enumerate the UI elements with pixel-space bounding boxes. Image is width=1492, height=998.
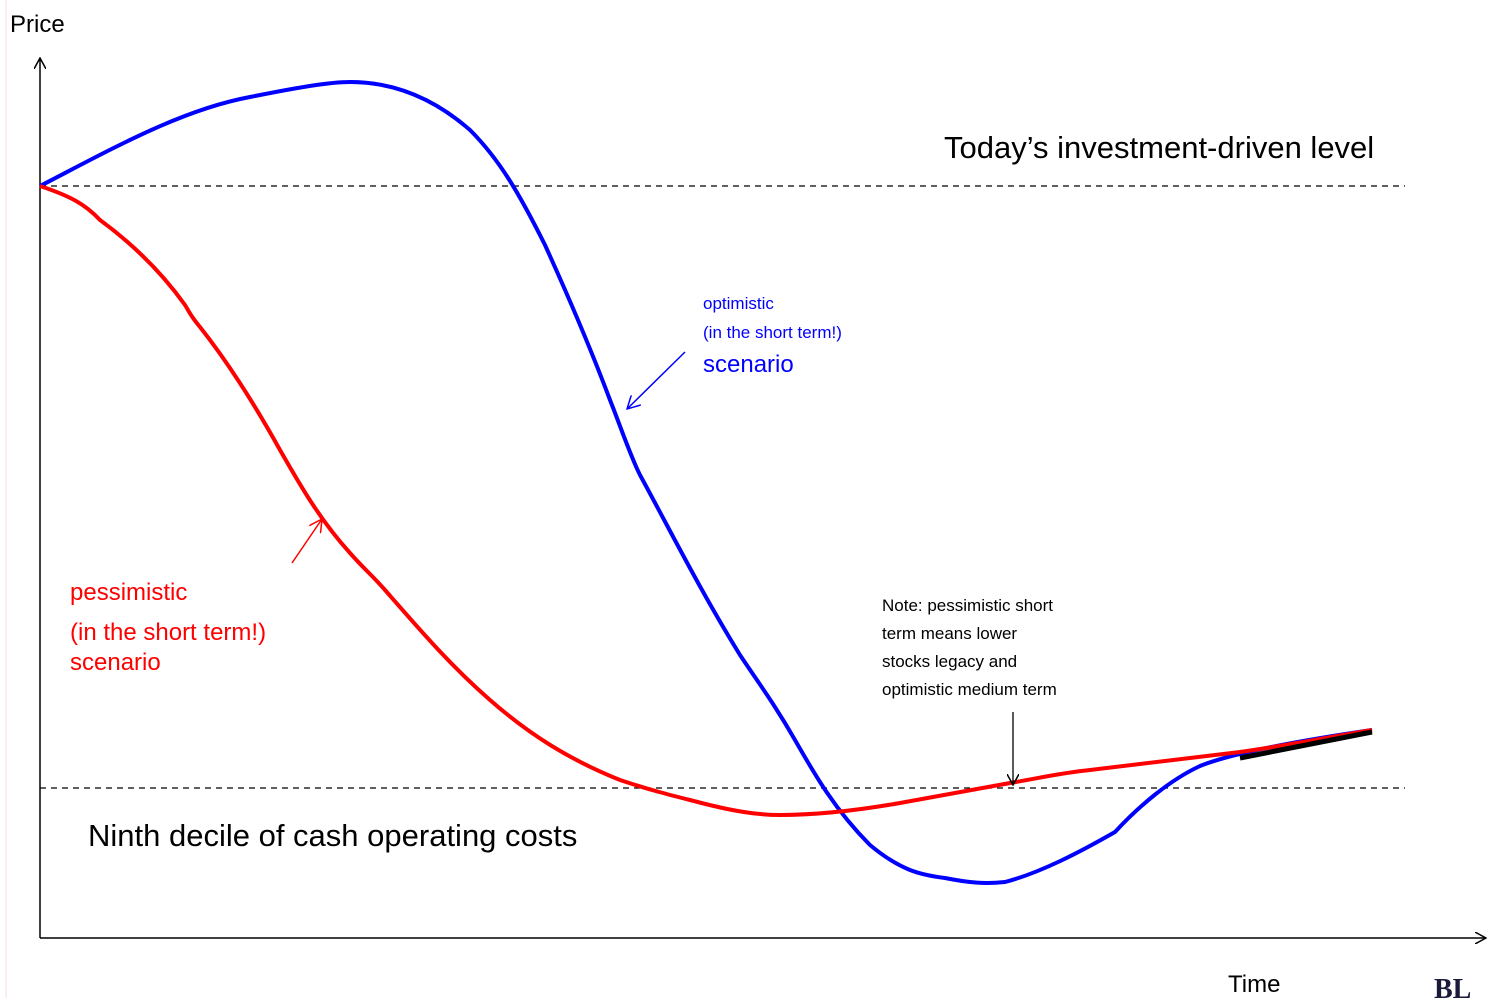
optimistic-arrow xyxy=(627,351,686,409)
optimistic-label: (in the short term!) xyxy=(703,323,842,342)
pessimistic-label: (in the short term!) xyxy=(70,619,266,646)
optimistic-curve xyxy=(39,79,1373,885)
pessimistic-curve xyxy=(39,184,1373,818)
pessimistic-label: scenario xyxy=(70,649,161,676)
pessimistic-arrow xyxy=(291,519,322,564)
note-line: term means lower xyxy=(882,624,1017,643)
optimistic-label: optimistic xyxy=(703,294,774,313)
note-line: optimistic medium term xyxy=(882,680,1057,699)
upper-level-label: Today’s investment-driven level xyxy=(944,130,1374,165)
logo: BL xyxy=(1434,974,1471,998)
y-axis-label: Price xyxy=(10,11,65,38)
x-axis-label: Time xyxy=(1228,971,1280,998)
note-line: Note: pessimistic short xyxy=(882,596,1053,615)
lower-level-label: Ninth decile of cash operating costs xyxy=(88,818,577,853)
note-line: stocks legacy and xyxy=(882,652,1017,671)
long-term-segment xyxy=(1239,729,1373,761)
pessimistic-label: pessimistic xyxy=(70,579,187,606)
optimistic-label: scenario xyxy=(703,351,794,378)
